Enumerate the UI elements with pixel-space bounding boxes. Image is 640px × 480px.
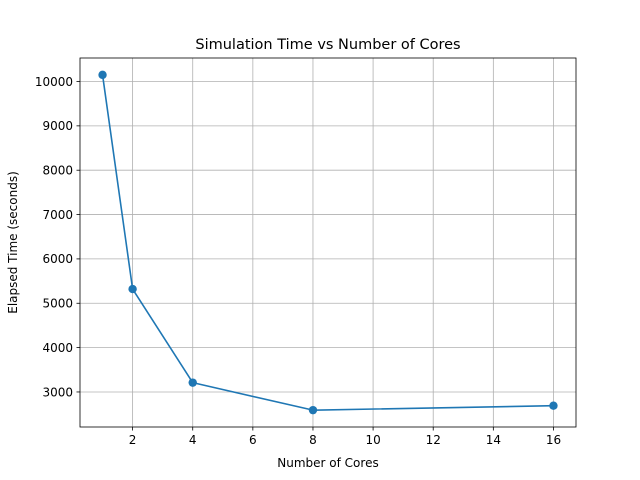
y-axis-label: Elapsed Time (seconds) <box>6 171 20 314</box>
data-point <box>549 401 558 410</box>
x-tick-label: 16 <box>546 433 561 447</box>
x-tick-label: 8 <box>309 433 317 447</box>
y-tick-label: 8000 <box>42 164 73 178</box>
data-point <box>128 284 137 294</box>
y-tick-label: 5000 <box>42 297 73 311</box>
x-tick-label: 2 <box>129 433 137 447</box>
grid-lines <box>80 58 576 427</box>
data-series <box>98 70 558 415</box>
y-tick-label: 4000 <box>42 341 73 355</box>
x-axis-label: Number of Cores <box>277 456 378 470</box>
y-tick-label: 6000 <box>42 252 73 266</box>
y-tick-label: 3000 <box>42 385 73 399</box>
axis-ticks: 2 4 6 8 10 12 14 16 3000 4000 5000 6000 7000 8000 9000… <box>35 75 561 447</box>
x-tick-label: 4 <box>189 433 197 447</box>
y-tick-label: 9000 <box>42 119 73 133</box>
x-tick-label: 10 <box>365 433 380 447</box>
x-tick-label: 6 <box>249 433 257 447</box>
data-point <box>98 70 107 80</box>
chart-title: Simulation Time vs Number of Cores <box>195 37 460 53</box>
plot-area <box>80 58 576 427</box>
data-point <box>188 378 197 387</box>
x-tick-label: 14 <box>486 433 501 447</box>
y-tick-label: 10000 <box>35 75 73 89</box>
y-tick-label: 7000 <box>42 208 73 222</box>
plot-frame <box>79 57 577 428</box>
data-point <box>308 405 318 415</box>
x-tick-label: 12 <box>426 433 441 447</box>
